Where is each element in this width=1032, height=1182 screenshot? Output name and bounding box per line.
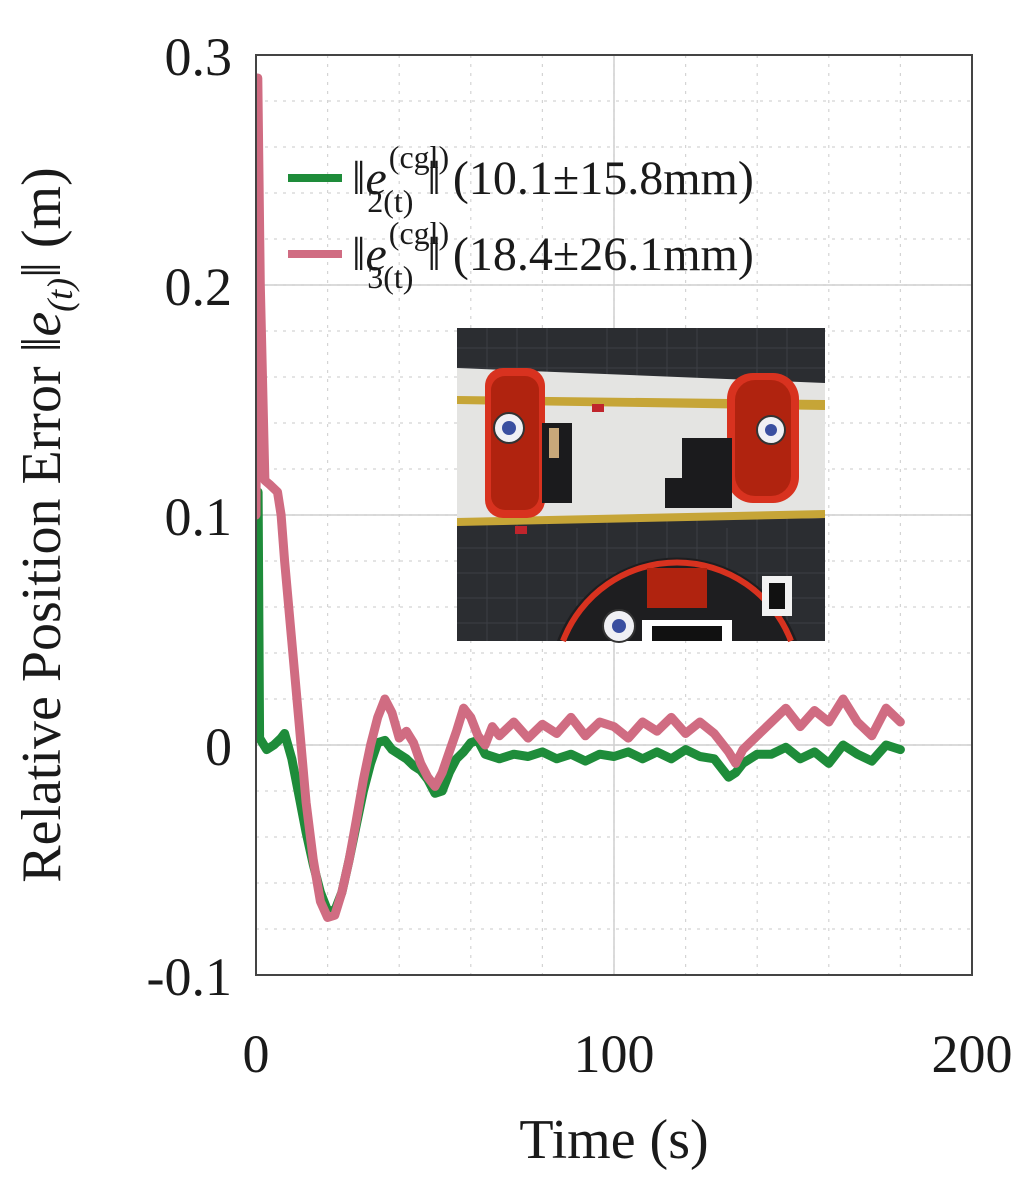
legend-label-series-3: ‖e(cgl) 3(t) ‖ (18.4±26.1mm) (352, 215, 754, 295)
y-axis-label-group: Relative Position Error ‖e(t)‖ (m) (11, 167, 80, 883)
x-tick-label: 200 (932, 1024, 1013, 1084)
legend: ‖e(cgl) 2(t) ‖ (10.1±15.8mm) ‖e(cgl) 3(t) ‖ … (288, 139, 754, 295)
y-axis-label: Relative Position Error ‖e(t)‖ (m) (11, 167, 80, 883)
legend-label-series-2: ‖e(cgl) 2(t) ‖ (10.1±15.8mm) (352, 139, 754, 219)
x-tick-label: 100 (574, 1024, 655, 1084)
x-tick-labels: 0 100 200 (243, 1024, 1013, 1084)
series-layer (256, 73, 905, 922)
robot-photo-inset (457, 328, 825, 643)
y-tick-label: 0.2 (165, 257, 233, 317)
y-tick-label: 0 (205, 717, 232, 777)
series-line-3 (256, 73, 905, 922)
legend-entry-series-3: ‖e(cgl) 3(t) ‖ (18.4±26.1mm) (288, 215, 754, 295)
plot-frame (255, 54, 973, 976)
x-axis-label: Time (s) (519, 1109, 708, 1171)
y-tick-label: -0.1 (147, 947, 232, 1007)
y-tick-label: 0.1 (165, 487, 233, 547)
legend-entry-series-2: ‖e(cgl) 2(t) ‖ (10.1±15.8mm) (288, 139, 754, 219)
y-tick-labels: -0.1 0 0.1 0.2 0.3 (147, 27, 232, 1007)
y-tick-label: 0.3 (165, 27, 233, 87)
x-tick-label: 0 (243, 1024, 270, 1084)
